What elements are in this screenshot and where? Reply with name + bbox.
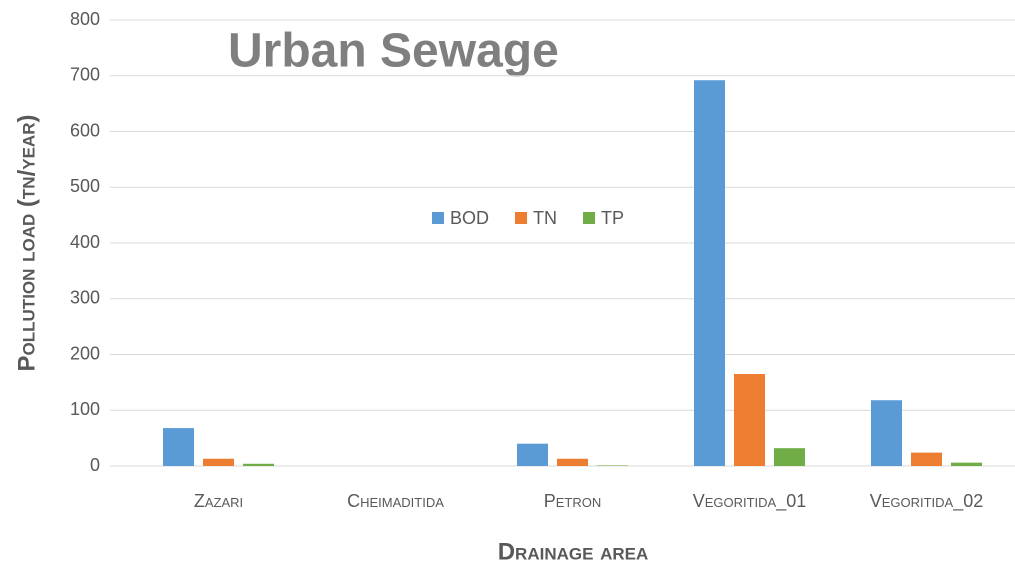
bar <box>951 462 982 466</box>
bar <box>203 458 234 466</box>
legend-swatch <box>432 212 444 224</box>
chart-title: Urban Sewage <box>228 25 559 78</box>
y-tick-label: 200 <box>70 343 100 363</box>
bar <box>774 448 805 466</box>
bar <box>557 458 588 466</box>
y-tick-label: 100 <box>70 399 100 419</box>
legend-swatch <box>583 212 596 224</box>
legend-label: BOD <box>450 208 489 228</box>
bar <box>243 463 274 466</box>
y-tick-label: 400 <box>70 232 100 252</box>
bar <box>517 443 548 466</box>
bar <box>911 452 942 466</box>
x-tick-label: Vegoritida_01 <box>693 491 807 512</box>
x-axis-title: Drainage area <box>498 538 649 565</box>
y-axis-title: Pollution load (tn/year) <box>13 115 40 372</box>
bar <box>597 465 628 466</box>
x-tick-label: Zazari <box>194 491 243 511</box>
y-tick-label: 300 <box>70 288 100 308</box>
bar <box>871 400 902 466</box>
bar <box>163 428 194 466</box>
y-tick-label: 0 <box>90 455 100 475</box>
y-tick-label: 500 <box>70 176 100 196</box>
y-tick-label: 800 <box>70 9 100 29</box>
x-tick-label: Vegoritida_02 <box>870 491 984 512</box>
y-tick-label: 600 <box>70 120 100 140</box>
legend-label: TP <box>601 208 624 228</box>
bar <box>694 80 725 467</box>
y-tick-label: 700 <box>70 65 100 85</box>
x-tick-label: Cheimaditida <box>347 491 444 511</box>
x-tick-label: Petron <box>544 491 602 511</box>
legend-swatch <box>515 212 528 224</box>
legend-label: TN <box>533 208 557 228</box>
bar <box>734 374 765 466</box>
